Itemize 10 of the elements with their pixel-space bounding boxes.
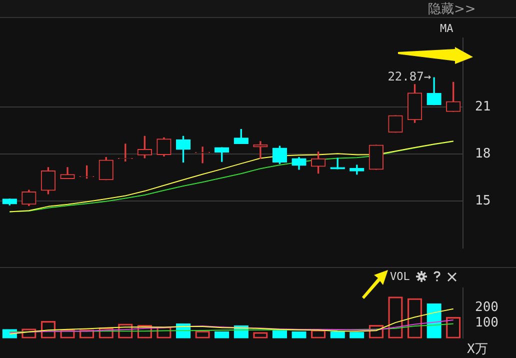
y-tick-label: 21 xyxy=(475,99,491,114)
y-axis-title: X万 xyxy=(467,341,488,358)
y-tick-label: 100 xyxy=(475,315,498,330)
text: VOL xyxy=(390,270,410,283)
y-tick-label: 18 xyxy=(475,146,491,162)
y-tick-label: 15 xyxy=(475,193,491,208)
annotation: 22.87→ xyxy=(388,70,432,84)
text: MA xyxy=(440,22,454,35)
y-tick-label: 200 xyxy=(475,300,498,316)
text: 隐藏>> xyxy=(428,1,476,18)
